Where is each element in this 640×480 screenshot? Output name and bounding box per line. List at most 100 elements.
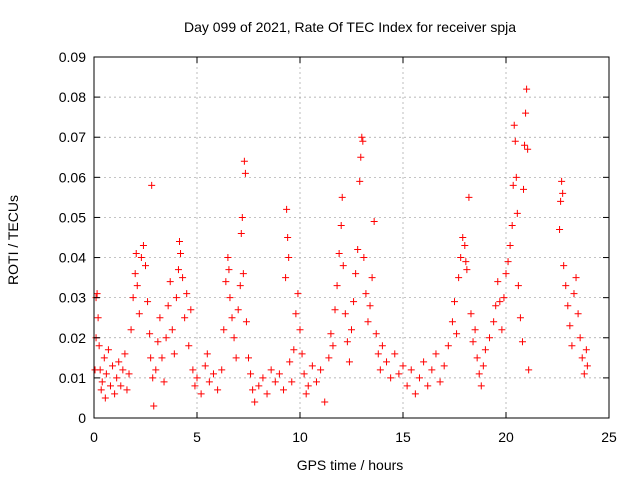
data-point-plus: [236, 282, 244, 290]
data-point-plus: [214, 386, 222, 394]
data-point-plus: [471, 326, 479, 334]
data-point-plus: [341, 310, 349, 318]
data-point-plus: [117, 382, 125, 390]
data-point-plus: [189, 366, 197, 374]
data-point-plus: [286, 358, 294, 366]
data-point-plus: [518, 338, 526, 346]
data-point-plus: [391, 350, 399, 358]
data-point-plus: [317, 366, 325, 374]
data-point-plus: [479, 362, 487, 370]
data-point-plus: [580, 370, 588, 378]
data-point-plus: [465, 193, 473, 201]
data-point-plus: [395, 370, 403, 378]
data-point-plus: [360, 254, 368, 262]
data-point-plus: [201, 362, 209, 370]
data-point-plus: [444, 342, 452, 350]
data-point-plus: [477, 382, 485, 390]
y-tick-label: 0: [78, 410, 86, 426]
data-point-plus: [247, 370, 255, 378]
data-point-plus: [331, 306, 339, 314]
data-point-plus: [508, 221, 516, 229]
data-point-plus: [96, 366, 104, 374]
data-point-plus: [494, 278, 502, 286]
data-point-plus: [440, 362, 448, 370]
data-point-plus: [240, 157, 248, 165]
chart-title: Day 099 of 2021, Rate Of TEC Index for r…: [184, 19, 516, 35]
x-tick-label: 15: [395, 429, 411, 445]
data-point-plus: [284, 234, 292, 241]
data-point-plus: [560, 262, 568, 270]
data-point-plus: [357, 153, 365, 161]
data-point-plus: [160, 378, 168, 386]
data-point-plus: [448, 318, 456, 326]
data-point-plus: [95, 342, 103, 350]
data-point-plus: [93, 290, 101, 298]
data-point-plus: [374, 350, 382, 358]
data-point-plus: [139, 242, 147, 250]
data-point-plus: [251, 398, 259, 406]
data-point-plus: [343, 338, 351, 346]
data-point-plus: [109, 362, 117, 370]
data-point-plus: [492, 302, 500, 310]
data-point-plus: [463, 266, 471, 274]
data-point-plus: [175, 238, 183, 246]
data-point-plus: [520, 185, 528, 193]
data-point-plus: [424, 382, 432, 390]
data-point-plus: [459, 234, 467, 241]
data-point-plus: [504, 258, 512, 266]
data-point-plus: [333, 282, 341, 290]
data-point-plus: [457, 254, 465, 262]
data-point-plus: [205, 378, 213, 386]
x-axis-label: GPS time / hours: [297, 457, 404, 473]
data-point-plus: [259, 374, 267, 382]
data-point-plus: [100, 354, 108, 362]
data-point-plus: [222, 278, 230, 286]
data-point-plus: [132, 250, 140, 258]
data-point-plus: [101, 394, 109, 402]
data-point-plus: [209, 370, 217, 378]
data-point-plus: [241, 169, 249, 177]
data-point-plus: [230, 334, 238, 342]
data-point-plus: [475, 370, 483, 378]
data-point-plus: [150, 402, 158, 410]
y-tick-label: 0.02: [59, 330, 86, 346]
data-point-plus: [582, 346, 590, 354]
data-point-plus: [376, 366, 384, 374]
data-point-plus: [354, 246, 362, 254]
data-point-plus: [558, 177, 566, 185]
data-point-plus: [498, 326, 506, 334]
y-tick-label: 0.09: [59, 49, 86, 65]
data-point-plus: [461, 242, 469, 250]
data-point-plus: [566, 322, 574, 330]
data-point-plus: [500, 294, 508, 302]
data-point-plus: [339, 262, 347, 270]
y-tick-label: 0.01: [59, 370, 86, 386]
data-point-plus: [453, 330, 461, 338]
data-point-plus: [359, 137, 367, 145]
y-tick-label: 0.08: [59, 89, 86, 105]
data-point-plus: [327, 330, 335, 338]
data-point-plus: [242, 318, 250, 326]
data-point-plus: [148, 181, 156, 189]
data-point-plus: [271, 378, 279, 386]
data-point-plus: [557, 197, 565, 205]
data-point-plus: [144, 298, 152, 306]
x-tick-label: 5: [193, 429, 201, 445]
data-point-plus: [559, 189, 567, 197]
x-tick-label: 25: [601, 429, 617, 445]
data-point-plus: [168, 326, 176, 334]
data-point-plus: [415, 374, 423, 382]
data-point-plus: [245, 354, 252, 362]
data-point-plus: [123, 386, 131, 394]
data-point-plus: [522, 109, 530, 117]
plot-frame: [93, 56, 610, 419]
data-point-plus: [228, 314, 236, 322]
data-point-plus: [370, 217, 378, 225]
data-point-plus: [432, 350, 440, 358]
data-point-plus: [226, 294, 234, 302]
data-point-plus: [358, 133, 366, 141]
data-point-plus: [568, 342, 576, 350]
data-point-plus: [218, 366, 226, 374]
data-point-plus: [285, 254, 293, 262]
